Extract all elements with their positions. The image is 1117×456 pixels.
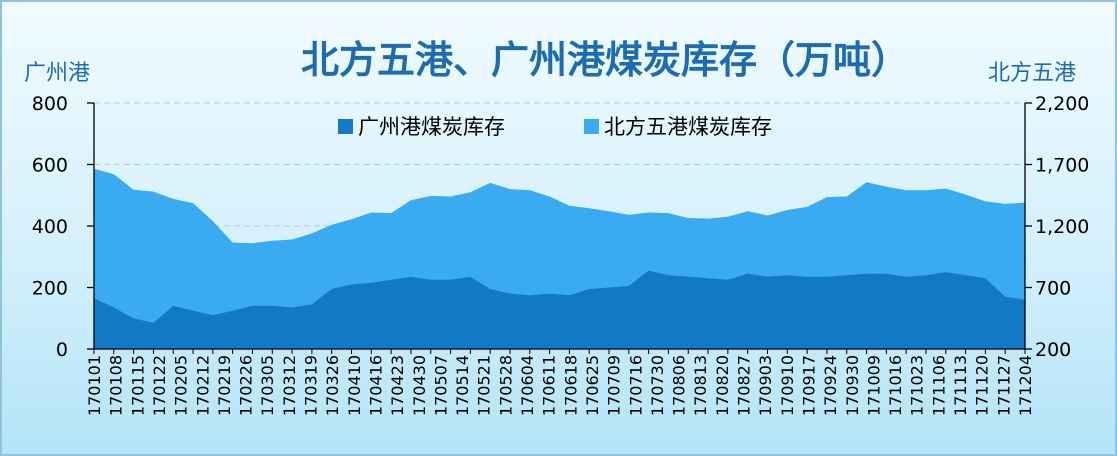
x-axis-tick-label: 171016 — [886, 355, 905, 416]
x-axis-tick-label: 170226 — [237, 355, 256, 416]
legend-swatch-guangzhou-port — [338, 119, 353, 134]
x-axis-tick-label: 170730 — [648, 355, 667, 416]
x-axis-tick-label: 171204 — [1016, 355, 1035, 416]
x-axis-tick-label: 170820 — [713, 355, 732, 416]
right-axis-title: 北方五港 — [988, 61, 1076, 86]
x-axis-tick-label: 170312 — [280, 355, 299, 416]
x-axis-tick-label: 170903 — [756, 355, 775, 416]
left-axis-tick-label: 400 — [32, 216, 68, 238]
area-series-guangzhou-port — [94, 270, 1025, 349]
right-axis-tick-label: 200 — [1035, 339, 1071, 361]
x-axis-tick-label: 171120 — [973, 355, 992, 416]
x-axis-tick-label: 170924 — [821, 355, 840, 416]
x-axis-tick-label: 170930 — [843, 355, 862, 416]
x-axis-tick-label: 171023 — [908, 355, 927, 416]
x-axis-tick-label: 171106 — [929, 355, 948, 416]
x-axis-tick-label: 170212 — [193, 355, 212, 416]
x-axis-tick-label: 170716 — [626, 355, 645, 416]
chart-title: 北方五港、广州港煤炭库存（万吨） — [301, 38, 909, 82]
x-axis-tick-label: 170430 — [410, 355, 429, 416]
right-axis-tick-label: 2,200 — [1035, 93, 1089, 115]
x-axis-tick-label: 170410 — [345, 355, 364, 416]
x-axis-tick-label: 170115 — [128, 355, 147, 416]
x-axis-tick-label: 170521 — [475, 355, 494, 416]
legend-label-guangzhou-port: 广州港煤炭库存 — [358, 115, 505, 139]
x-axis-tick-label: 170709 — [605, 355, 624, 416]
x-axis-tick-label: 170319 — [302, 355, 321, 416]
legend-swatch-north-five-ports — [584, 119, 599, 134]
x-axis-tick-label: 170604 — [518, 355, 537, 416]
x-axis-tick-label: 170528 — [496, 355, 515, 416]
x-axis-tick-label: 170122 — [150, 355, 169, 416]
right-axis-tick-label: 700 — [1035, 278, 1071, 300]
x-axis-tick-label: 170910 — [778, 355, 797, 416]
left-axis-tick-label: 800 — [32, 93, 68, 115]
x-axis-tick-label: 170205 — [172, 355, 191, 416]
x-axis-tick-label: 170827 — [735, 355, 754, 416]
left-axis-title: 广州港 — [24, 61, 90, 86]
left-axis-tick-label: 200 — [32, 278, 68, 300]
right-axis-tick-label: 1,700 — [1035, 155, 1089, 177]
x-axis-tick-label: 170611 — [540, 355, 559, 416]
x-axis-tick-label: 171009 — [864, 355, 883, 416]
left-axis-tick-label: 0 — [56, 339, 68, 361]
x-axis-tick-label: 170813 — [691, 355, 710, 416]
x-axis-tick-label: 170507 — [431, 355, 450, 416]
x-axis-tick-label: 170625 — [583, 355, 602, 416]
x-axis-tick-label: 170326 — [323, 355, 342, 416]
x-axis-tick-label: 171113 — [951, 355, 970, 416]
x-axis-tick-label: 170806 — [670, 355, 689, 416]
x-axis-tick-label: 170219 — [215, 355, 234, 416]
x-axis-tick-label: 170416 — [367, 355, 386, 416]
right-axis-tick-label: 1,200 — [1035, 216, 1089, 238]
x-axis-tick-label: 170108 — [107, 355, 126, 416]
x-axis-tick-label: 171127 — [994, 355, 1013, 416]
x-axis-tick-label: 170514 — [453, 355, 472, 416]
x-axis-tick-label: 170101 — [85, 355, 104, 416]
legend-label-north-five-ports: 北方五港煤炭库存 — [604, 115, 772, 139]
x-axis-tick-label: 170618 — [561, 355, 580, 416]
left-axis-tick-label: 600 — [32, 155, 68, 177]
x-axis-tick-label: 170423 — [388, 355, 407, 416]
x-axis-tick-label: 170917 — [800, 355, 819, 416]
x-axis-tick-label: 170305 — [258, 355, 277, 416]
